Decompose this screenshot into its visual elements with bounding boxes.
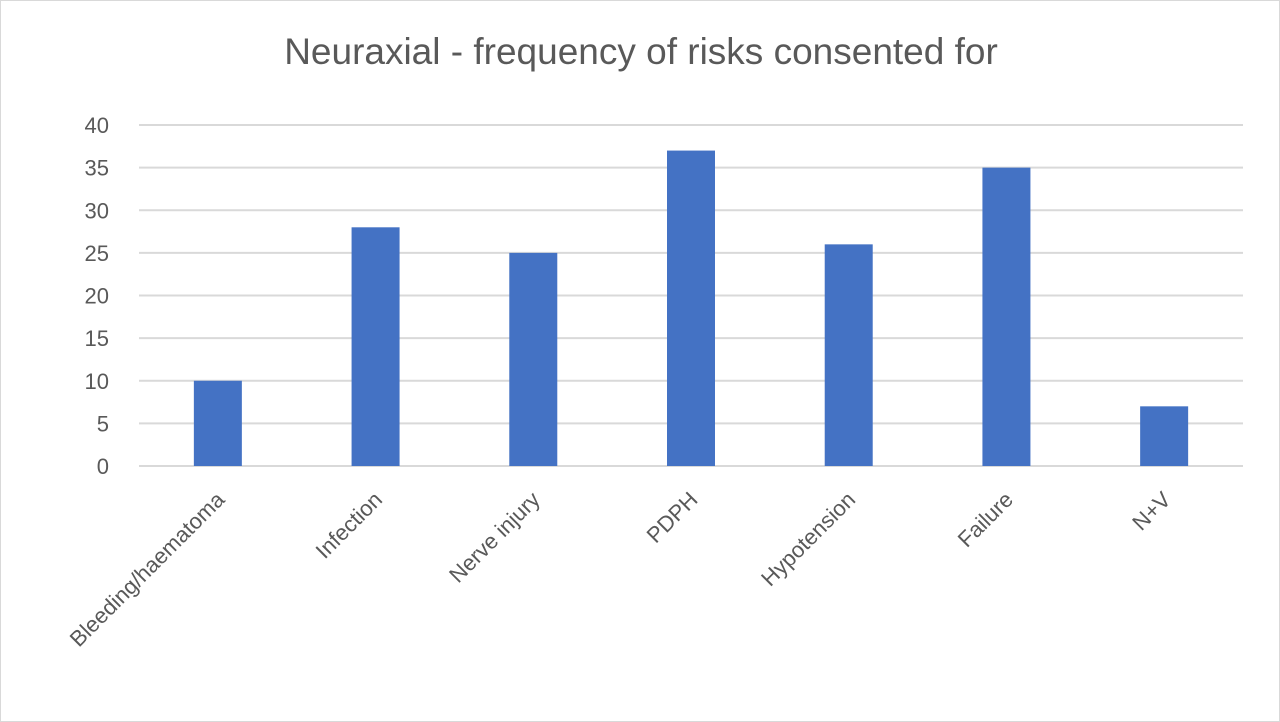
y-tick-label: 15 xyxy=(85,326,109,351)
x-category-label: N+V xyxy=(1127,487,1176,536)
x-category-label: Hypotension xyxy=(756,487,860,591)
bar xyxy=(193,380,242,466)
bar xyxy=(667,150,715,466)
y-tick-label: 35 xyxy=(85,156,109,181)
y-tick-label: 0 xyxy=(97,454,109,479)
bar xyxy=(824,244,873,466)
x-category-label: Failure xyxy=(953,487,1018,552)
chart-title: Neuraxial - frequency of risks consented… xyxy=(284,31,998,72)
bar xyxy=(982,167,1031,466)
y-axis-ticks: 0 5 10 15 20 25 30 35 40 xyxy=(85,113,109,479)
bar xyxy=(351,227,400,466)
x-category-label: Bleeding/haematoma xyxy=(65,486,230,651)
y-tick-label: 5 xyxy=(97,411,109,436)
bar xyxy=(1140,406,1189,466)
y-tick-label: 40 xyxy=(85,113,109,138)
x-category-label: PDPH xyxy=(642,487,703,548)
bar xyxy=(509,252,558,466)
y-tick-label: 20 xyxy=(85,284,109,309)
y-tick-label: 30 xyxy=(85,198,109,223)
bars xyxy=(193,150,1189,466)
x-axis-labels: Bleeding/haematoma Infection Nerve injury P… xyxy=(65,486,1176,651)
x-category-label: Infection xyxy=(311,487,387,563)
y-tick-label: 25 xyxy=(85,241,109,266)
y-tick-label: 10 xyxy=(85,369,109,394)
x-category-label: Nerve injury xyxy=(444,487,545,588)
